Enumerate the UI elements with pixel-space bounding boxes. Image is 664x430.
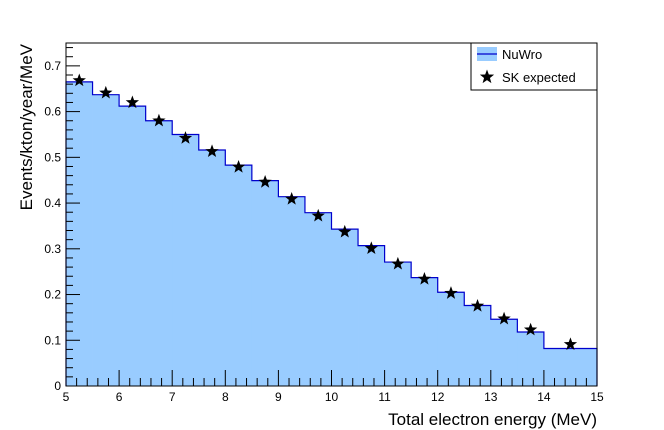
x-tick-label: 11	[378, 390, 391, 404]
sk-expected-marker	[311, 208, 325, 222]
axis-ticks-layer	[65, 47, 598, 387]
histogram-bin	[490, 319, 518, 386]
sk-expected-marker	[231, 159, 246, 173]
sk-expected-marker	[125, 95, 140, 109]
sk-expected-marker	[152, 113, 166, 127]
x-tick-label: 8	[222, 390, 229, 404]
y-tick-label: 0.4	[44, 196, 61, 210]
histogram-bin	[304, 212, 332, 386]
y-tick-label: 0.7	[44, 59, 61, 73]
sk-expected-marker	[72, 73, 86, 87]
y-tick-label: 0.5	[44, 150, 61, 164]
histogram-bin	[172, 134, 200, 386]
x-tick-label: 7	[169, 390, 176, 404]
histogram-bin	[251, 180, 279, 386]
sk-expected-marker	[205, 144, 219, 158]
tick-labels-layer: 5 6 7 8 9 10 11 12 13 14 15 0 0.1 0.2 0.3 0.4 0.5 0.6 0.7	[44, 59, 604, 404]
histogram-bin	[411, 277, 439, 386]
y-axis-title: Events/kton/year/MeV	[17, 43, 36, 210]
x-tick-label: 14	[537, 390, 551, 404]
histogram-bin	[92, 94, 120, 387]
histogram-bin	[145, 120, 173, 386]
histogram-bin	[66, 81, 93, 386]
histogram-bin	[358, 245, 385, 386]
histogram-bin	[543, 348, 598, 386]
y-tick-label: 0.2	[44, 288, 61, 302]
histogram-bin	[198, 150, 226, 386]
x-tick-label: 15	[590, 390, 604, 404]
sk-expected-marker	[523, 322, 538, 336]
sk-expected-marker	[178, 131, 193, 144]
y-tick-label: 0.3	[44, 242, 61, 256]
sk-expected-marker	[285, 191, 299, 205]
x-axis-title: Total electron energy (MeV)	[388, 410, 597, 429]
y-tick-label: 0	[54, 379, 61, 393]
x-tick-label: 9	[275, 390, 282, 404]
y-tick-label: 0.1	[44, 333, 61, 347]
legend: NuWro SK expected	[470, 42, 598, 91]
sk-expected-marker	[470, 298, 485, 312]
legend-marker-star-icon	[479, 69, 495, 84]
x-tick-label: 13	[484, 390, 498, 404]
sk-expected-marker	[99, 85, 113, 99]
histogram-bin	[464, 305, 492, 386]
sk-expected-marker	[563, 337, 578, 351]
sk-expected-marker	[364, 241, 378, 255]
legend-label-nuwro: NuWro	[502, 47, 542, 62]
sk-expected-marker	[258, 175, 272, 188]
histogram-bin	[517, 332, 545, 386]
histogram-bin	[119, 106, 147, 386]
sk-expected-marker	[497, 311, 511, 325]
sk-expected-marker	[444, 286, 458, 299]
histogram-bin	[225, 165, 253, 386]
sk-expected-marker	[338, 224, 352, 238]
legend-label-sk-expected: SK expected	[502, 70, 576, 85]
y-tick-label: 0.6	[44, 105, 61, 119]
histogram-bin	[384, 262, 412, 386]
sk-expected-markers-layer	[72, 73, 578, 351]
nuwro-histogram-layer	[65, 81, 598, 387]
x-tick-label: 10	[325, 390, 339, 404]
histogram-bin	[437, 292, 465, 386]
x-tick-label: 12	[431, 390, 445, 404]
histogram-bin	[278, 196, 306, 386]
sk-expected-marker	[417, 271, 432, 285]
histogram-bin	[331, 229, 359, 386]
x-tick-label: 6	[116, 390, 123, 404]
sk-expected-marker	[391, 256, 405, 270]
x-tick-label: 5	[63, 390, 70, 404]
